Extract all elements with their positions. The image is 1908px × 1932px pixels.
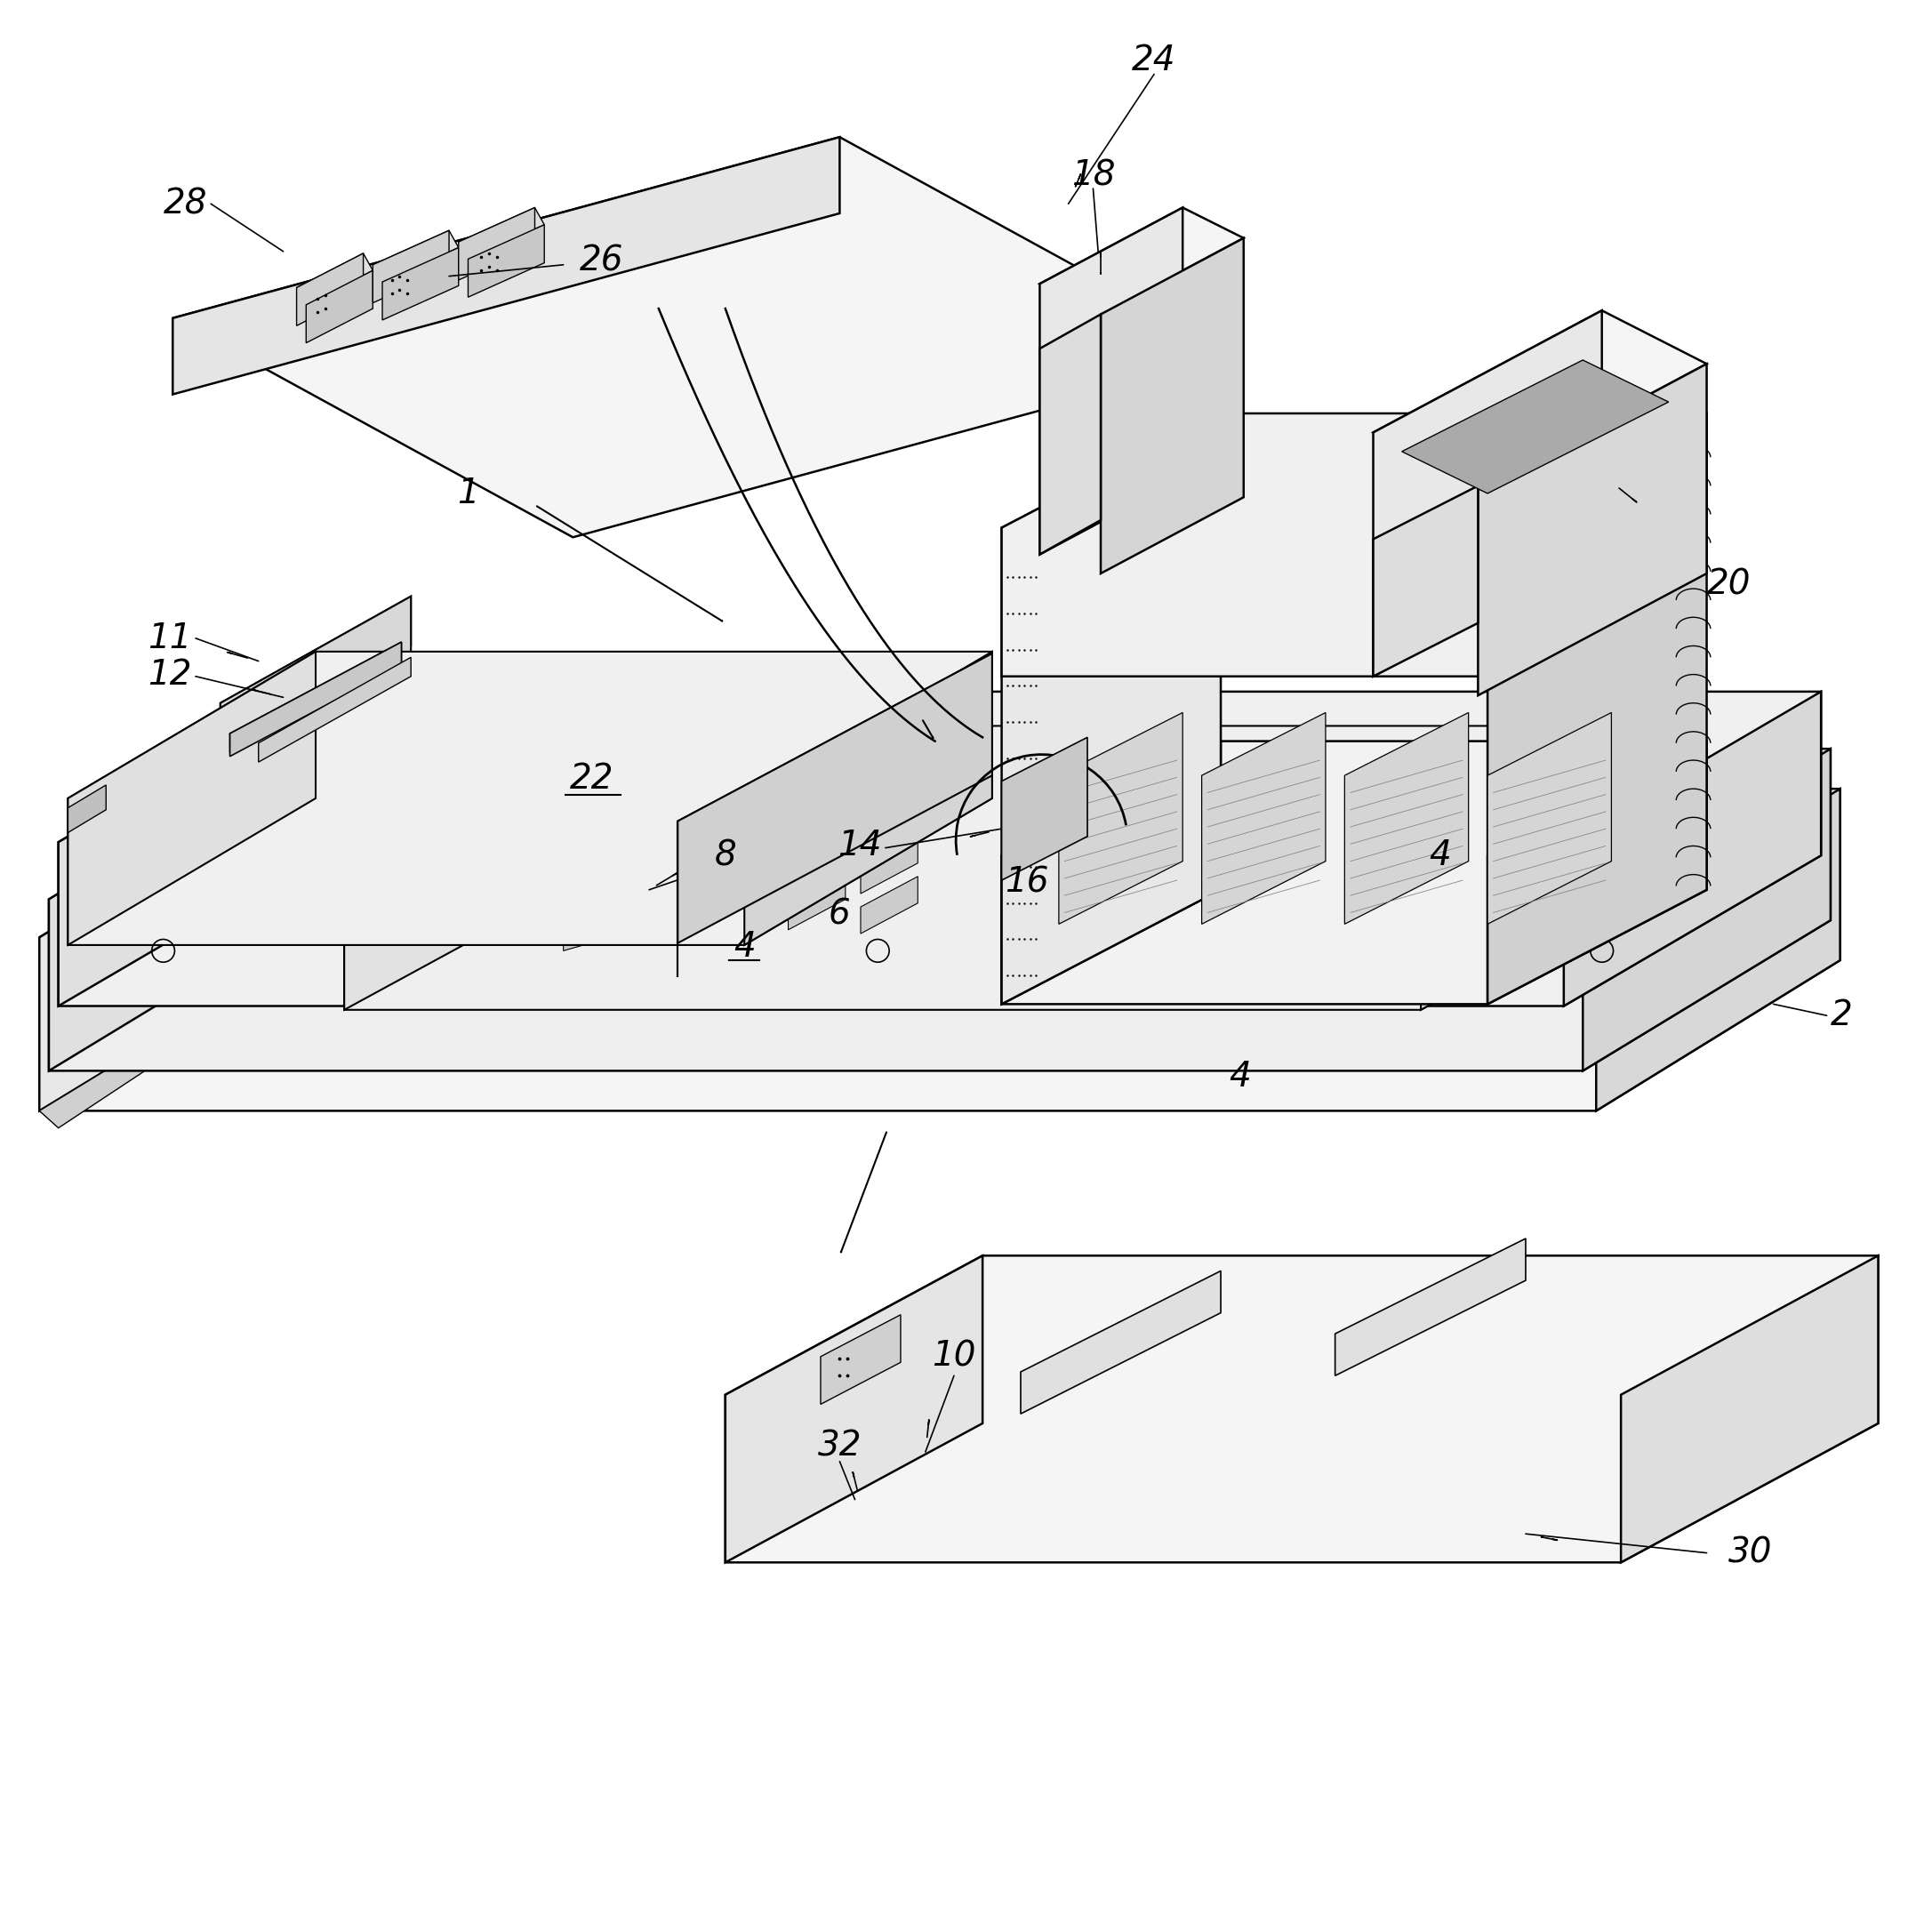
Polygon shape — [1584, 750, 1830, 1070]
Polygon shape — [258, 657, 410, 761]
Polygon shape — [1040, 207, 1183, 554]
Polygon shape — [744, 651, 992, 945]
Polygon shape — [820, 1314, 901, 1405]
Text: 4: 4 — [1229, 1059, 1252, 1094]
Polygon shape — [1421, 726, 1660, 1010]
Polygon shape — [677, 653, 992, 856]
Polygon shape — [229, 641, 401, 757]
Text: 6: 6 — [828, 898, 851, 931]
Polygon shape — [174, 137, 1240, 537]
Text: 16: 16 — [1004, 866, 1047, 898]
Text: 8: 8 — [714, 838, 736, 873]
Polygon shape — [1345, 713, 1469, 923]
Polygon shape — [305, 270, 372, 342]
Polygon shape — [1488, 413, 1706, 1005]
Text: 22: 22 — [570, 763, 614, 796]
Text: 10: 10 — [931, 1339, 977, 1374]
Polygon shape — [725, 1256, 983, 1563]
Polygon shape — [1101, 238, 1244, 574]
Polygon shape — [296, 253, 372, 305]
Polygon shape — [458, 207, 544, 259]
Polygon shape — [563, 898, 677, 951]
Polygon shape — [861, 877, 918, 933]
Polygon shape — [1364, 850, 1437, 912]
Polygon shape — [458, 207, 534, 280]
Polygon shape — [50, 750, 1830, 1070]
Polygon shape — [372, 230, 458, 282]
Text: 2: 2 — [1830, 999, 1853, 1032]
Polygon shape — [1488, 742, 1706, 1005]
Polygon shape — [40, 962, 282, 1128]
Polygon shape — [343, 726, 1660, 1010]
Text: 18: 18 — [1070, 158, 1114, 191]
Polygon shape — [1002, 742, 1706, 1005]
Polygon shape — [1622, 1256, 1877, 1563]
Text: 24: 24 — [1131, 44, 1175, 77]
Polygon shape — [563, 862, 677, 912]
Text: 20: 20 — [1706, 568, 1752, 601]
Polygon shape — [382, 247, 458, 321]
Polygon shape — [788, 873, 845, 929]
Polygon shape — [1450, 808, 1523, 871]
Polygon shape — [1040, 207, 1244, 315]
Text: 12: 12 — [147, 657, 193, 692]
Polygon shape — [1278, 796, 1351, 860]
Polygon shape — [677, 653, 992, 943]
Polygon shape — [50, 750, 296, 1070]
Polygon shape — [1479, 363, 1706, 696]
Polygon shape — [69, 651, 992, 945]
Polygon shape — [1278, 844, 1351, 906]
Text: 1: 1 — [458, 477, 479, 510]
Polygon shape — [716, 829, 773, 887]
Polygon shape — [1002, 413, 1221, 1005]
Polygon shape — [1002, 742, 1221, 1005]
Text: 28: 28 — [162, 187, 208, 220]
Text: 26: 26 — [580, 243, 624, 278]
Text: 4: 4 — [733, 929, 756, 964]
Polygon shape — [40, 788, 1839, 1111]
Polygon shape — [69, 784, 107, 833]
Polygon shape — [1565, 692, 1820, 1007]
Polygon shape — [229, 641, 401, 753]
Polygon shape — [1374, 311, 1603, 676]
Polygon shape — [59, 692, 1820, 1007]
Polygon shape — [1002, 413, 1706, 676]
Polygon shape — [1488, 713, 1612, 923]
Text: 14: 14 — [838, 829, 881, 864]
Polygon shape — [1202, 713, 1326, 923]
Text: 30: 30 — [1729, 1536, 1773, 1571]
Polygon shape — [296, 253, 363, 327]
Polygon shape — [40, 788, 282, 1111]
Polygon shape — [372, 230, 448, 303]
Polygon shape — [1364, 802, 1437, 866]
Polygon shape — [1002, 738, 1088, 881]
Polygon shape — [563, 823, 677, 875]
Polygon shape — [1597, 788, 1839, 1111]
Text: 32: 32 — [819, 1430, 862, 1463]
Polygon shape — [219, 597, 410, 753]
Polygon shape — [343, 726, 582, 1010]
Polygon shape — [1336, 1238, 1526, 1376]
Polygon shape — [725, 1256, 1877, 1563]
Polygon shape — [788, 833, 845, 891]
Polygon shape — [219, 597, 410, 821]
Polygon shape — [59, 692, 315, 1007]
Polygon shape — [174, 137, 840, 394]
Polygon shape — [1450, 856, 1523, 918]
Text: 11: 11 — [147, 622, 193, 655]
Polygon shape — [1374, 485, 1479, 676]
Text: 4: 4 — [1429, 838, 1450, 873]
Polygon shape — [467, 224, 544, 298]
Polygon shape — [69, 651, 315, 945]
Polygon shape — [1059, 713, 1183, 923]
Polygon shape — [716, 869, 773, 925]
Polygon shape — [1402, 359, 1670, 493]
Polygon shape — [1040, 315, 1101, 554]
Polygon shape — [861, 837, 918, 895]
Polygon shape — [1374, 311, 1706, 485]
Polygon shape — [1021, 1271, 1221, 1414]
